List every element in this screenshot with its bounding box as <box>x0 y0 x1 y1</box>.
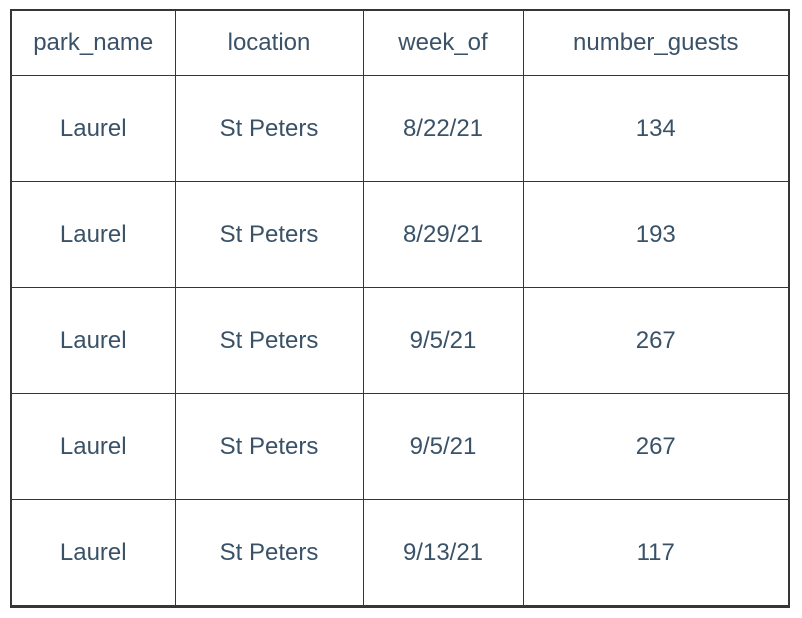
cell-number_guests: 193 <box>522 181 790 288</box>
column-header-number_guests: number_guests <box>522 9 790 76</box>
cell-location: St Peters <box>174 287 364 394</box>
cell-number_guests: 267 <box>522 287 790 394</box>
cell-park_name: Laurel <box>10 287 176 394</box>
table-row: Laurel St Peters 8/22/21 134 <box>10 75 790 182</box>
column-header-week_of: week_of <box>362 9 524 76</box>
cell-week_of: 9/5/21 <box>362 287 524 394</box>
cell-number_guests: 117 <box>522 499 790 607</box>
cell-location: St Peters <box>174 181 364 288</box>
cell-location: St Peters <box>174 75 364 182</box>
cell-park_name: Laurel <box>10 499 176 607</box>
guests-table-head: park_name location week_of number_guests <box>10 9 790 76</box>
cell-number_guests: 134 <box>522 75 790 182</box>
cell-week_of: 8/29/21 <box>362 181 524 288</box>
cell-number_guests: 267 <box>522 393 790 500</box>
cell-week_of: 8/22/21 <box>362 75 524 182</box>
cell-location: St Peters <box>174 393 364 500</box>
cell-park_name: Laurel <box>10 75 176 182</box>
table-row: Laurel St Peters 9/5/21 267 <box>10 287 790 394</box>
guests-table: park_name location week_of number_guests La… <box>10 9 790 608</box>
table-row: Laurel St Peters 9/5/21 267 <box>10 393 790 500</box>
cell-park_name: Laurel <box>10 181 176 288</box>
column-header-location: location <box>174 9 364 76</box>
cell-location: St Peters <box>174 499 364 607</box>
header-row: park_name location week_of number_guests <box>10 9 790 76</box>
cell-week_of: 9/5/21 <box>362 393 524 500</box>
column-header-park_name: park_name <box>10 9 176 76</box>
cell-week_of: 9/13/21 <box>362 499 524 607</box>
guests-table-body: Laurel St Peters 8/22/21 134 Laurel St Peters… <box>10 75 790 607</box>
cell-park_name: Laurel <box>10 393 176 500</box>
table-row: Laurel St Peters 9/13/21 117 <box>10 499 790 607</box>
table-row: Laurel St Peters 8/29/21 193 <box>10 181 790 288</box>
